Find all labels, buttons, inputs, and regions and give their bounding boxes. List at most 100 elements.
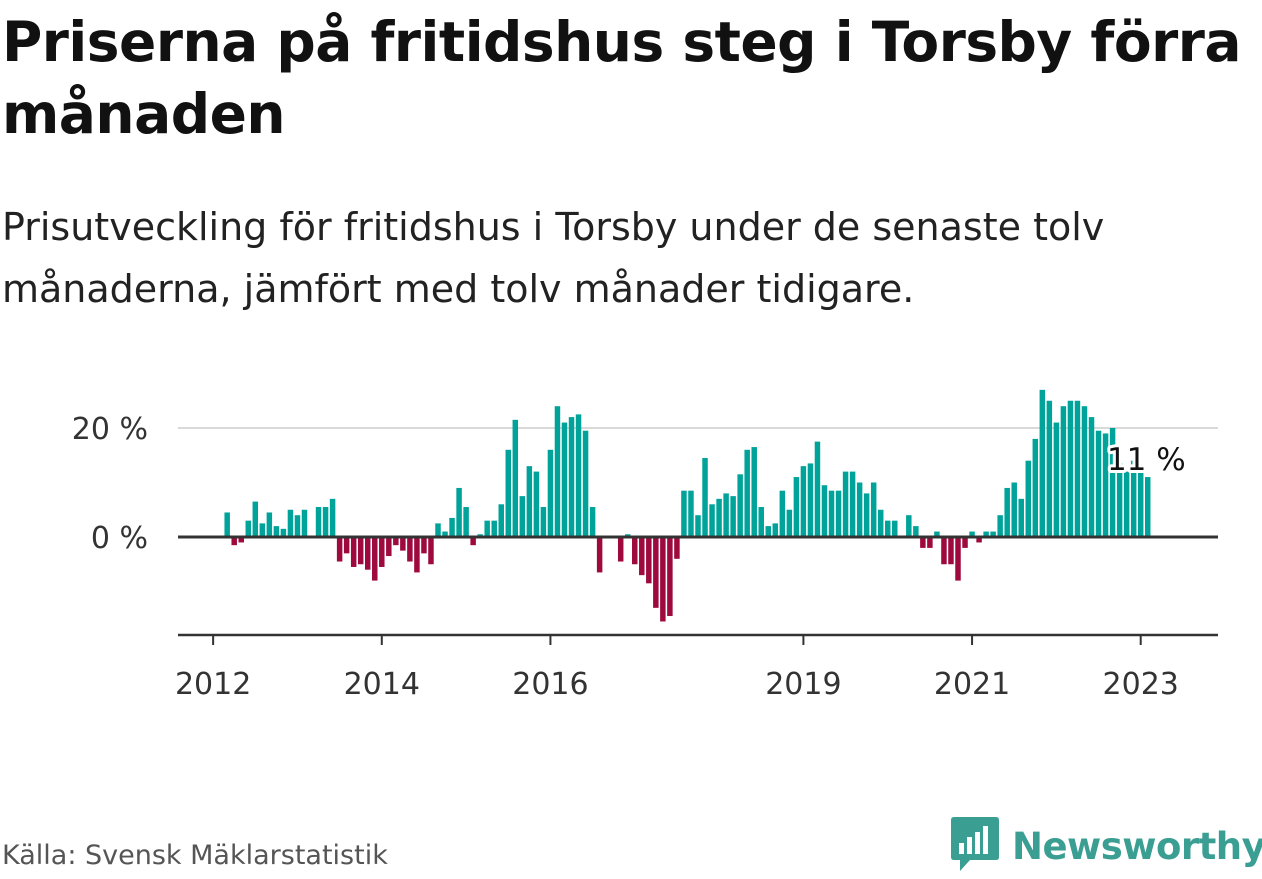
bar bbox=[793, 477, 800, 537]
bar bbox=[575, 414, 582, 537]
bar bbox=[772, 523, 779, 537]
bar-chart: 0 % 20 % 2012 2014 2016 2019 2021 2023 11 % bbox=[72, 389, 1218, 702]
bar bbox=[990, 531, 996, 537]
annotation-label: 11 % bbox=[1107, 442, 1186, 478]
bar bbox=[421, 537, 427, 554]
bar bbox=[617, 537, 624, 562]
bar bbox=[934, 531, 940, 537]
bar bbox=[589, 507, 596, 537]
y-tick-label: 0 % bbox=[91, 521, 148, 556]
bar bbox=[765, 526, 772, 537]
bar bbox=[568, 417, 575, 537]
bar bbox=[350, 537, 357, 567]
bar bbox=[287, 509, 294, 537]
bar bbox=[336, 537, 343, 562]
bar bbox=[294, 515, 301, 537]
bar bbox=[372, 537, 378, 581]
bar bbox=[238, 537, 244, 543]
bar bbox=[259, 523, 266, 537]
bar bbox=[1102, 433, 1109, 537]
bar bbox=[1060, 406, 1067, 537]
bar bbox=[456, 487, 462, 537]
x-tick-label: 2012 bbox=[175, 667, 251, 702]
bar bbox=[484, 520, 490, 537]
newsworthy-logo-icon bbox=[950, 815, 1000, 877]
bar bbox=[1123, 471, 1130, 537]
bar bbox=[1109, 428, 1116, 537]
bar bbox=[414, 537, 420, 573]
bar bbox=[266, 512, 273, 537]
bar bbox=[863, 493, 870, 537]
y-tick-label: 20 % bbox=[72, 412, 148, 447]
bar bbox=[245, 520, 252, 537]
x-tick-label: 2021 bbox=[934, 667, 1010, 702]
bar bbox=[1004, 487, 1010, 537]
bar bbox=[505, 449, 512, 537]
bar bbox=[969, 531, 975, 537]
bar bbox=[533, 471, 540, 537]
bar bbox=[786, 509, 793, 537]
bar bbox=[273, 526, 280, 537]
bar bbox=[709, 504, 715, 537]
bar bbox=[1144, 477, 1151, 537]
bar bbox=[744, 449, 750, 537]
bar bbox=[322, 507, 329, 537]
bar bbox=[962, 537, 968, 548]
bar bbox=[1116, 463, 1123, 537]
bar bbox=[835, 490, 842, 537]
bar bbox=[386, 537, 392, 557]
bar bbox=[948, 537, 954, 565]
bar bbox=[674, 537, 680, 559]
bar bbox=[941, 537, 947, 565]
bar bbox=[828, 490, 835, 537]
bar bbox=[1018, 498, 1024, 537]
bar bbox=[1137, 471, 1144, 537]
source-note: Källa: Svensk Mäklarstatistik bbox=[2, 840, 388, 871]
bar bbox=[892, 520, 898, 537]
bar bbox=[512, 419, 519, 537]
bar bbox=[1053, 422, 1060, 537]
bar bbox=[470, 537, 476, 546]
bar bbox=[856, 482, 863, 537]
bar bbox=[1032, 438, 1039, 537]
labels: 0 % 20 % 2012 2014 2016 2019 2021 2023 11 % bbox=[72, 412, 1189, 702]
bar bbox=[751, 447, 757, 537]
bar bbox=[632, 537, 638, 565]
bar bbox=[357, 537, 364, 565]
bar bbox=[1095, 430, 1102, 537]
bar bbox=[688, 490, 694, 537]
bar bbox=[1025, 460, 1032, 537]
x-tick-label: 2014 bbox=[344, 667, 420, 702]
bar bbox=[758, 507, 764, 537]
chart-subtitle: Prisutveckling för fritidshus i Torsby u… bbox=[2, 205, 1105, 311]
bar bbox=[561, 422, 568, 537]
bar bbox=[927, 537, 933, 548]
bar bbox=[498, 504, 504, 537]
bar bbox=[329, 498, 336, 537]
bar bbox=[428, 537, 434, 565]
bar bbox=[379, 537, 385, 567]
bar bbox=[983, 531, 989, 537]
bar bbox=[1067, 400, 1074, 537]
bar bbox=[1046, 400, 1053, 537]
bar bbox=[997, 515, 1003, 537]
x-tick-label: 2023 bbox=[1103, 667, 1179, 702]
bar bbox=[1039, 389, 1046, 537]
axes bbox=[178, 535, 1218, 645]
bar bbox=[400, 537, 406, 551]
bar bbox=[800, 466, 807, 537]
bar bbox=[730, 496, 736, 537]
bar bbox=[779, 490, 786, 537]
bar bbox=[1074, 400, 1081, 537]
bar bbox=[364, 537, 371, 570]
bar bbox=[716, 498, 722, 537]
bar bbox=[849, 471, 856, 537]
bar bbox=[1081, 406, 1088, 537]
bar bbox=[814, 441, 821, 537]
bar bbox=[667, 537, 673, 617]
bar bbox=[491, 520, 497, 537]
bar bbox=[540, 507, 547, 537]
x-tick-label: 2019 bbox=[765, 667, 841, 702]
bar bbox=[547, 449, 554, 537]
bar bbox=[877, 509, 884, 537]
